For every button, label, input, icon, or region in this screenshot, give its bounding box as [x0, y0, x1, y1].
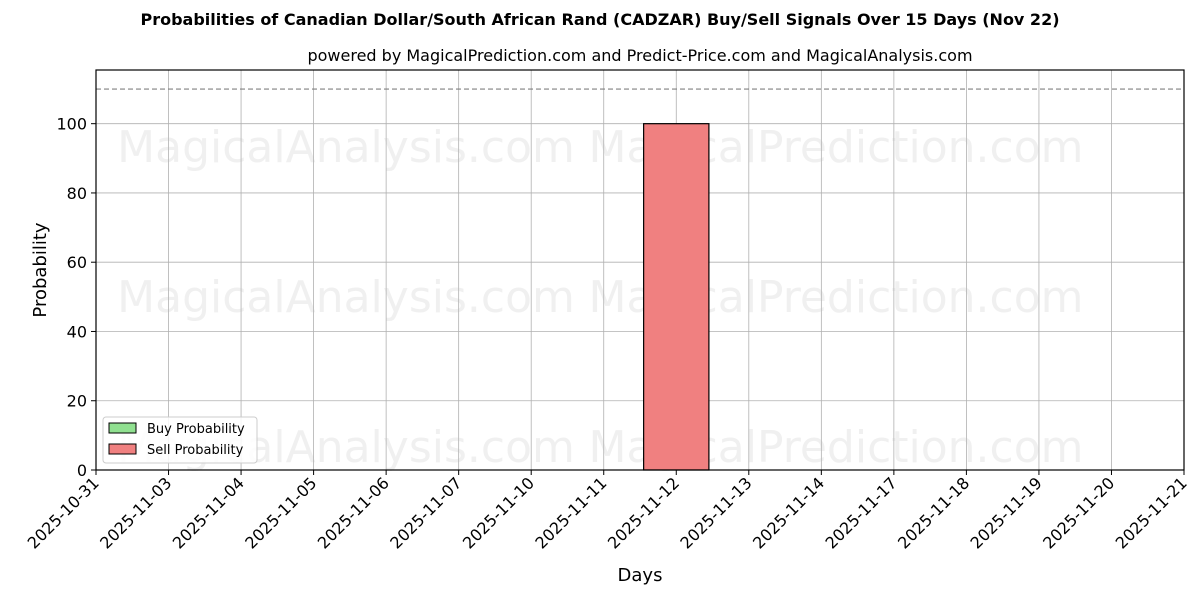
y-tick-label: 60 [67, 253, 87, 272]
x-tick-label: 2025-11-11 [531, 473, 610, 552]
sell-legend-label: Sell Probability [147, 443, 244, 458]
y-tick-label: 40 [67, 322, 87, 341]
x-tick-label: 2025-11-04 [169, 473, 248, 552]
sell-legend-swatch [108, 443, 137, 455]
x-tick-label: 2025-11-19 [967, 473, 1046, 552]
x-axis-label: Days [618, 565, 663, 586]
buy-legend-swatch [108, 422, 137, 434]
x-tick-label: 2025-11-18 [894, 473, 973, 552]
y-tick-label: 100 [56, 115, 87, 134]
x-tick-label: 2025-11-12 [604, 473, 683, 552]
x-tick-label: 2025-11-13 [676, 473, 755, 552]
x-tick-label: 2025-11-14 [749, 473, 828, 552]
chart-title: Probabilities of Canadian Dollar/South A… [140, 10, 1060, 29]
x-tick-label: 2025-10-31 [24, 473, 103, 552]
x-tick-label: 2025-11-10 [459, 473, 538, 552]
y-axis-label: Probability [30, 222, 51, 317]
buy-legend-label: Buy Probability [147, 422, 245, 437]
x-tick-label: 2025-11-21 [1112, 473, 1191, 552]
axes-frame [95, 69, 1185, 471]
sell-bar [643, 123, 710, 471]
x-tick-label: 2025-11-05 [241, 473, 320, 552]
x-tick-label: 2025-11-20 [1039, 473, 1118, 552]
watermark-text: MagicalAnalysis.com [117, 272, 575, 323]
y-tick-label: 0 [77, 461, 87, 480]
y-tick-label: 20 [67, 392, 87, 411]
chart-subtitle: powered by MagicalPrediction.com and Pre… [307, 46, 973, 65]
y-tick-label: 80 [67, 184, 87, 203]
x-tick-label: 2025-11-17 [822, 473, 901, 552]
x-tick-label: 2025-11-07 [386, 473, 465, 552]
x-tick-label: 2025-11-03 [96, 473, 175, 552]
legend-box [102, 416, 258, 464]
watermark-text: MagicalAnalysis.com [117, 122, 575, 173]
x-tick-label: 2025-11-06 [314, 473, 393, 552]
plot-area [96, 70, 1184, 470]
